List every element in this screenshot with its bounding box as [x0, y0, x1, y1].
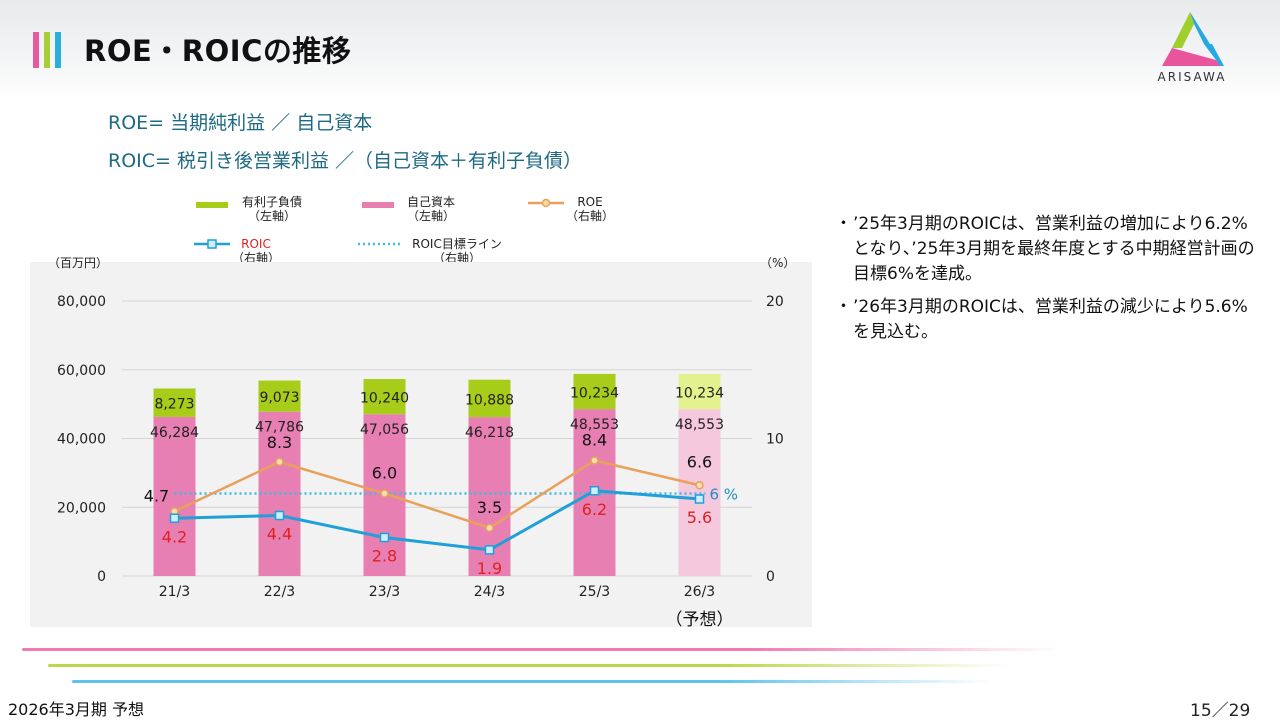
right-axis-tick: 0 [766, 569, 775, 585]
legend-target-label: ROIC目標ライン [412, 237, 502, 251]
roic-formula: ROIC= 税引き後営業利益 ／（自己資本＋有利子負債） [108, 150, 583, 172]
equity-value-label: 47,056 [360, 422, 409, 438]
roe-value-label: 8.4 [582, 431, 607, 450]
footer-period: 2026年3月期 予想 [8, 700, 144, 719]
category-label: 25/3 [579, 584, 610, 600]
equity-value-label: 46,284 [150, 425, 199, 441]
left-axis-unit: （百万円） [48, 256, 108, 270]
equity-value-label: 48,553 [570, 417, 619, 433]
roic-value-label: 5.6 [687, 508, 712, 527]
debt-value-label: 10,234 [675, 386, 724, 402]
commentary: ’25年3月期のROICは、営業利益の増加により6.2%となり、’25年3月期を… [835, 212, 1263, 353]
debt-bar [678, 373, 721, 410]
roic-point [589, 486, 600, 496]
legend-debt-axis: （左軸） [247, 209, 296, 223]
legend-roic-label: ROIC [241, 237, 271, 251]
legend-equity-axis: （左軸） [406, 209, 455, 223]
equity-bar [153, 416, 196, 576]
legend-roe: ROE （右軸） [560, 195, 620, 223]
roe-point [590, 456, 599, 465]
roe-value-label: 6.0 [372, 464, 397, 483]
equity-value-label: 48,553 [675, 417, 724, 433]
legend-debt-label: 有利子負債 [241, 195, 302, 209]
left-axis-tick: 0 [97, 569, 106, 585]
roe-point [275, 457, 284, 467]
legend-roe-label: ROE [577, 195, 603, 209]
legend-debt: 有利子負債 （左軸） [232, 195, 312, 223]
legend-roe-axis: （右軸） [565, 209, 614, 223]
left-axis-tick: 20,000 [57, 500, 106, 516]
legend-target-swatch [358, 242, 402, 246]
roic-value-label: 2.8 [372, 547, 397, 566]
page-title: ROE・ROICの推移 [84, 34, 352, 68]
legend-debt-swatch [196, 202, 228, 208]
legend-equity-label: 自己資本 [406, 195, 455, 209]
right-axis-unit: （%） [760, 256, 795, 270]
debt-bar [153, 388, 196, 417]
equity-value-label: 46,218 [465, 425, 514, 441]
roic-point [274, 510, 285, 521]
category-label: 23/3 [369, 584, 400, 600]
deco-line-green [48, 664, 1008, 667]
debt-bar [468, 379, 511, 418]
debt-bar [573, 373, 616, 410]
debt-value-label: 10,888 [465, 392, 514, 408]
arisawa-logo [1162, 12, 1224, 66]
roic-point [379, 532, 390, 543]
deco-line-pink [22, 648, 1062, 651]
debt-bar [363, 379, 406, 415]
legend-target: ROIC目標ライン （右軸） [402, 237, 512, 265]
page-number: 15／29 [1190, 701, 1251, 721]
roic-value-label: 6.2 [582, 500, 607, 519]
legend-roic-swatch [194, 239, 230, 249]
roe-point [485, 523, 494, 533]
legend-target-axis: （右軸） [432, 251, 481, 265]
debt-bar [258, 380, 301, 412]
bullet-roic-25: ’25年3月期のROICは、営業利益の増加により6.2%となり、’25年3月期を… [835, 212, 1263, 287]
roe-value-label: 6.6 [687, 452, 712, 471]
category-label: 22/3 [264, 584, 295, 600]
logo-wordmark: ARISAWA [1157, 70, 1227, 84]
roic-value-label: 4.4 [267, 525, 292, 544]
legend-equity-swatch [362, 202, 394, 208]
debt-value-label: 10,240 [360, 391, 409, 407]
debt-value-label: 8,273 [154, 397, 194, 413]
right-axis-tick: 20 [766, 294, 784, 310]
legend-equity: 自己資本 （左軸） [396, 195, 466, 223]
legend-roe-swatch [528, 198, 564, 208]
roe-line [173, 459, 700, 530]
roe-value-label: 8.3 [267, 433, 292, 452]
right-axis-tick: 10 [766, 432, 784, 448]
category-label: 21/3 [159, 584, 190, 600]
debt-value-label: 10,234 [570, 386, 619, 402]
roic-point [484, 545, 495, 555]
roic-point [694, 494, 705, 504]
left-axis-tick: 80,000 [57, 294, 106, 310]
roic-point [169, 513, 180, 523]
roic-target-label: 6 % [710, 486, 739, 504]
deco-line-blue [72, 680, 992, 683]
roe-value-label: 4.7 [144, 486, 169, 505]
title-accent-bars [33, 32, 63, 68]
roe-formula: ROE= 当期純利益 ／ 自己資本 [108, 112, 373, 134]
roic-value-label: 4.2 [162, 527, 187, 546]
category-label: 24/3 [474, 584, 505, 600]
header-band [0, 0, 1280, 100]
category-label: 26/3 [684, 584, 715, 600]
roe-value-label: 3.5 [477, 498, 502, 517]
roe-point [380, 489, 389, 498]
legend-roic-axis: （右軸） [231, 251, 280, 265]
left-axis-tick: 40,000 [57, 432, 106, 448]
forecast-label: （予想） [666, 610, 734, 630]
bullet-roic-26: ’26年3月期のROICは、営業利益の減少により5.6%を見込む。 [835, 295, 1263, 345]
left-axis-tick: 60,000 [57, 363, 106, 379]
roic-line [174, 489, 700, 552]
roic-value-label: 1.9 [477, 559, 502, 578]
debt-value-label: 9,073 [259, 390, 299, 406]
legend-roic: ROIC （右軸） [226, 237, 286, 265]
roe-point [695, 481, 704, 490]
equity-value-label: 47,786 [255, 420, 304, 436]
